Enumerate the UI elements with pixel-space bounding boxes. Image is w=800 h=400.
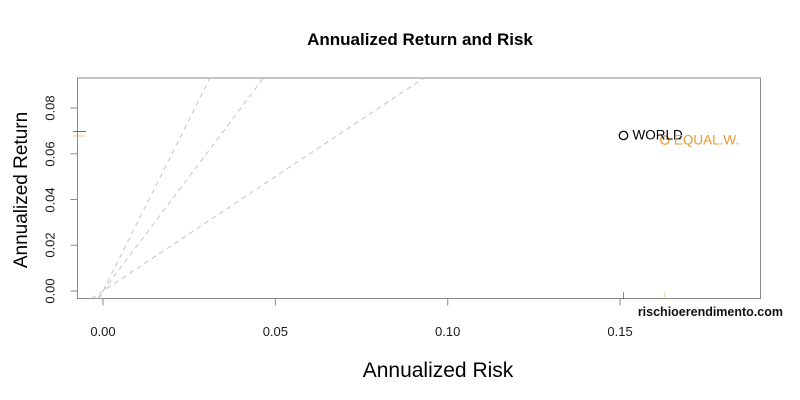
- x-axis-label: Annualized Risk: [362, 359, 514, 382]
- data-points: [618, 130, 670, 145]
- sharpe-reference-line: [91, 77, 425, 299]
- sharpe-reference-line: [98, 77, 211, 299]
- point-label: WORLD: [632, 127, 683, 143]
- point-label: EQUAL.W.: [673, 132, 740, 148]
- y-axis-label: Annualized Return: [11, 111, 32, 269]
- reference-lines: [91, 77, 425, 299]
- y-tick-label: 0.00: [42, 278, 58, 304]
- x-tick-label: 0.05: [262, 324, 288, 339]
- y-tick-label: 0.08: [42, 95, 58, 121]
- plot-box: [77, 77, 761, 299]
- y-tick-label: 0.04: [42, 186, 58, 213]
- x-tick-label: 0.10: [435, 324, 461, 339]
- rug-marks: [73, 130, 666, 299]
- data-point-marker: [660, 135, 670, 145]
- y-tick-label: 0.02: [42, 232, 58, 258]
- chart-title: Annualized Return and Risk: [307, 30, 533, 49]
- watermark: rischioerendimento.com: [637, 305, 783, 319]
- x-tick-label: 0.15: [607, 324, 633, 339]
- axis-ticks: [70, 107, 621, 306]
- y-tick-label: 0.06: [42, 141, 58, 167]
- x-tick-label: 0.00: [90, 324, 116, 339]
- sharpe-reference-line: [96, 77, 264, 299]
- data-point-marker: [618, 130, 629, 141]
